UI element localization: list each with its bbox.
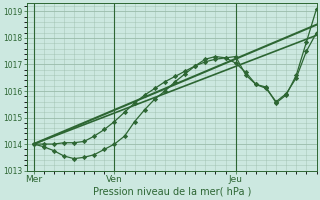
X-axis label: Pression niveau de la mer( hPa ): Pression niveau de la mer( hPa ) bbox=[92, 187, 251, 197]
